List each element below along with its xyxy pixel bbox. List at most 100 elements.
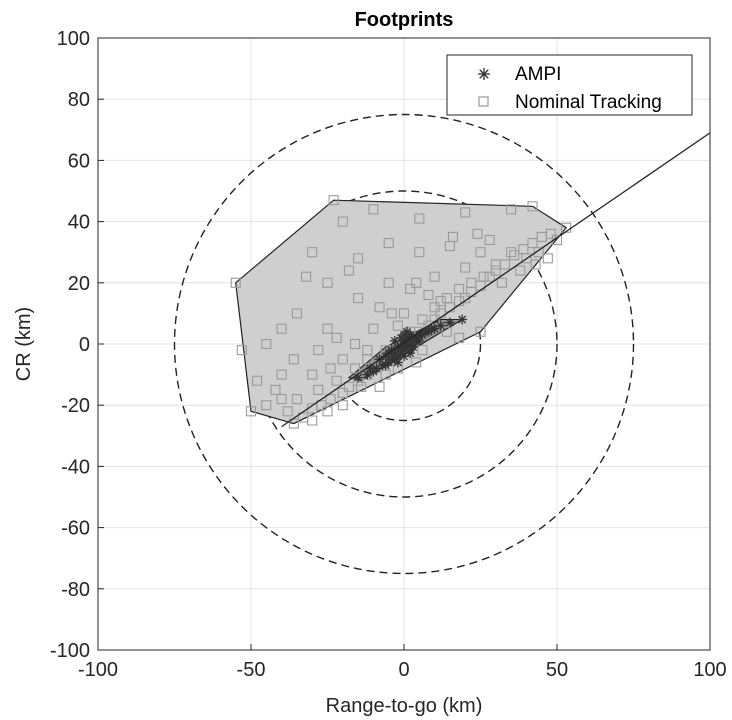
nominal-tracking-point bbox=[411, 277, 422, 288]
nominal-tracking-point bbox=[484, 234, 495, 246]
nominal-tracking-point bbox=[325, 363, 336, 374]
nominal-tracking-point bbox=[349, 338, 361, 350]
ampi-point bbox=[457, 314, 468, 325]
legend: AMPI Nominal Tracking bbox=[446, 54, 693, 116]
nominal-tracking-point bbox=[411, 357, 422, 368]
ampi-point bbox=[399, 329, 409, 340]
nominal-tracking-point bbox=[466, 277, 477, 288]
nominal-tracking-point bbox=[545, 228, 556, 239]
x-axis-label: Range-to-go (km) bbox=[326, 695, 483, 717]
nominal-tracking-point bbox=[447, 231, 459, 242]
y-tick-label: -40 bbox=[61, 456, 90, 478]
y-tick-label: 80 bbox=[68, 89, 90, 111]
nominal-tracking-hull bbox=[235, 199, 568, 425]
legend-ampi-marker bbox=[478, 68, 490, 80]
nominal-tracking-point bbox=[252, 375, 263, 386]
nominal-tracking-point bbox=[337, 400, 348, 411]
y-axis-label: CR (km) bbox=[13, 307, 35, 381]
nominal-tracking-point bbox=[337, 354, 348, 365]
nominal-tracking-point bbox=[230, 277, 241, 288]
ampi-point bbox=[405, 348, 416, 359]
y-tick-label: -60 bbox=[61, 518, 90, 540]
y-tick-label: -100 bbox=[50, 640, 90, 662]
nominal-tracking-point bbox=[417, 314, 428, 325]
nominal-tracking-point bbox=[291, 308, 302, 319]
y-tick-label: 60 bbox=[68, 150, 90, 172]
reference-line-group bbox=[281, 132, 710, 428]
nominal-tracking-point bbox=[343, 381, 354, 392]
nominal-tracking-point bbox=[398, 308, 410, 319]
nominal-tracking-point bbox=[423, 289, 434, 301]
range-circle bbox=[250, 190, 558, 498]
nominal-tracking-point bbox=[374, 302, 385, 313]
ampi-point bbox=[444, 317, 455, 328]
nominal-tracking-point bbox=[331, 332, 342, 343]
range-circle bbox=[173, 113, 635, 575]
ampi-point bbox=[353, 372, 364, 383]
nominal-tracking-point bbox=[527, 201, 538, 212]
x-tick-label: 100 bbox=[693, 659, 726, 681]
ampi-point bbox=[426, 323, 437, 334]
nominal-tracking-point bbox=[362, 345, 373, 356]
ampi-point bbox=[392, 357, 403, 368]
x-tick-label: 0 bbox=[398, 659, 409, 681]
nominal-tracking-point bbox=[386, 308, 397, 319]
nominal-tracking-point bbox=[478, 271, 489, 282]
nominal-tracking-point bbox=[288, 418, 299, 429]
nominal-tracking-point bbox=[331, 375, 342, 386]
y-ticks: -100 -80 -60 -40 -20 0 20 40 60 80 100 bbox=[50, 28, 104, 662]
nominal-tracking-point bbox=[441, 293, 452, 304]
nominal-tracking-point bbox=[276, 323, 287, 334]
nominal-tracking-point bbox=[441, 326, 452, 337]
legend-nominal-marker bbox=[478, 96, 489, 107]
ampi-point bbox=[389, 335, 400, 346]
nominal-tracking-point bbox=[530, 259, 541, 270]
nominal-tracking-point bbox=[337, 387, 348, 399]
nominal-tracking-point bbox=[460, 262, 471, 273]
x-tick-label: -100 bbox=[78, 659, 118, 681]
nominal-tracking-point bbox=[435, 296, 446, 307]
ampi-point bbox=[435, 320, 446, 331]
nominal-tracking-point bbox=[506, 204, 517, 215]
nominal-tracking-point bbox=[429, 302, 440, 313]
nominal-tracking-point bbox=[261, 400, 272, 411]
legend-nominal-label: Nominal Tracking bbox=[515, 92, 662, 113]
nominal-tracking-point bbox=[316, 400, 327, 411]
nominal-tracking-point bbox=[245, 406, 257, 417]
chart-title: Footprints bbox=[355, 9, 454, 31]
reference-line bbox=[281, 132, 710, 428]
nominal-tracking-point bbox=[236, 345, 247, 356]
nominal-tracking-point bbox=[356, 381, 367, 392]
nominal-tracking-point bbox=[288, 354, 299, 365]
y-tick-label: 20 bbox=[68, 273, 90, 295]
nominal-tracking-point bbox=[307, 415, 318, 426]
nominal-tracking-point bbox=[551, 234, 563, 246]
nominal-tracking-point bbox=[383, 277, 394, 288]
nominal-tracking-point bbox=[454, 332, 465, 343]
nominal-tracking-point bbox=[460, 207, 471, 218]
nominal-tracking-point bbox=[291, 394, 302, 405]
nominal-tracking-point bbox=[368, 204, 379, 215]
nominal-tracking-point bbox=[353, 253, 364, 264]
nominal-tracking-point bbox=[383, 237, 394, 249]
nominal-tracking-point bbox=[374, 381, 385, 392]
nominal-tracking-point bbox=[521, 253, 532, 264]
nominal-tracking-point bbox=[325, 394, 336, 405]
nominal-tracking-point bbox=[392, 320, 403, 331]
x-ticks: -100 -50 0 50 100 bbox=[78, 644, 727, 681]
y-tick-label: 40 bbox=[68, 212, 90, 234]
nominal-tracking-point bbox=[349, 363, 361, 374]
nominal-tracking-point bbox=[515, 265, 526, 276]
nominal-tracking-point bbox=[368, 323, 379, 334]
nominal-tracking-point bbox=[261, 338, 272, 350]
nominal-tracking-point bbox=[276, 369, 287, 380]
nominal-tracking-point bbox=[301, 271, 312, 282]
x-tick-label: -50 bbox=[237, 659, 266, 681]
nominal-tracking-point bbox=[337, 216, 348, 227]
nominal-tracking-point bbox=[322, 406, 333, 417]
nominal-tracking-point bbox=[307, 247, 318, 258]
nominal-tracking-point bbox=[417, 345, 428, 356]
nominal-tracking-point bbox=[506, 247, 517, 258]
nominal-tracking-point bbox=[276, 394, 287, 405]
ampi-point bbox=[414, 335, 425, 346]
